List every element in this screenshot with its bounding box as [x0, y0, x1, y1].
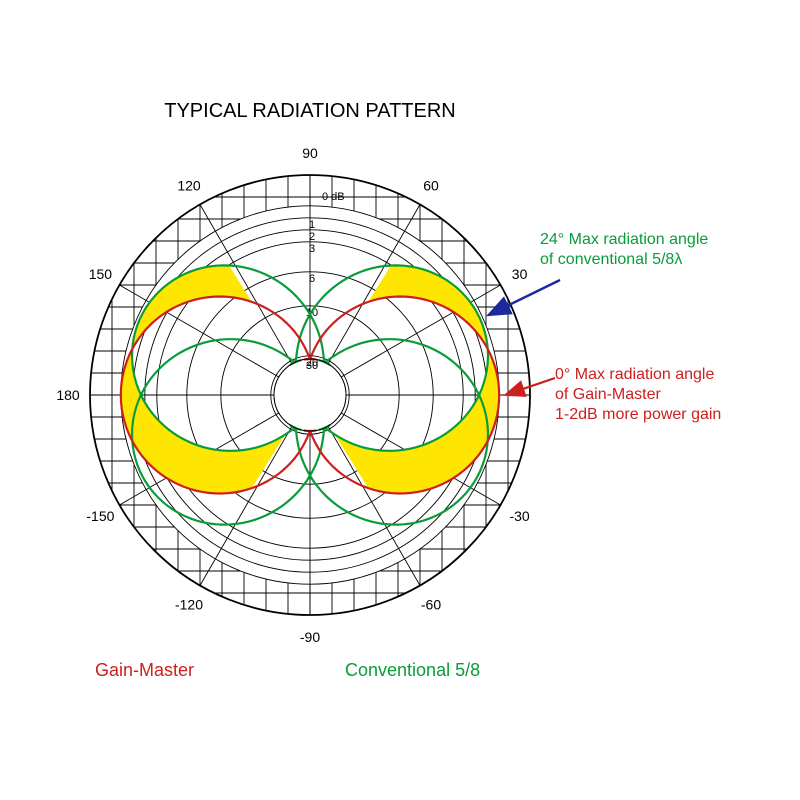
svg-text:-150: -150	[86, 508, 114, 524]
svg-text:30: 30	[512, 266, 528, 282]
svg-text:120: 120	[177, 177, 201, 193]
svg-text:60: 60	[423, 177, 439, 193]
svg-text:30: 30	[306, 360, 318, 372]
annotation-conventional-line2: of conventional 5/8λ	[540, 250, 708, 270]
svg-text:150: 150	[89, 266, 113, 282]
annotation-conventional: 24° Max radiation angle of conventional …	[540, 230, 708, 270]
annotation-conventional-line1: 24° Max radiation angle	[540, 230, 708, 250]
svg-text:0 dB: 0 dB	[322, 191, 345, 203]
svg-text:6: 6	[309, 273, 315, 285]
svg-text:-90: -90	[300, 629, 320, 645]
annotation-gainmaster: 0° Max radiation angle of Gain-Master 1-…	[555, 365, 721, 425]
annotation-gainmaster-line1: 0° Max radiation angle	[555, 365, 721, 385]
svg-text:-30: -30	[509, 508, 529, 524]
chart-title: TYPICAL RADIATION PATTERN	[150, 100, 470, 123]
svg-text:3: 3	[309, 243, 315, 255]
legend-conventional: Conventional 5/8	[345, 660, 480, 681]
annotation-gainmaster-line3: 1-2dB more power gain	[555, 405, 721, 425]
svg-text:180: 180	[56, 387, 80, 403]
annotation-gainmaster-line2: of Gain-Master	[555, 385, 721, 405]
svg-text:2: 2	[309, 231, 315, 243]
svg-text:1: 1	[309, 219, 315, 231]
svg-text:90: 90	[302, 145, 318, 161]
svg-text:-120: -120	[175, 597, 203, 613]
svg-text:-60: -60	[421, 597, 441, 613]
legend-gainmaster: Gain-Master	[95, 660, 194, 681]
